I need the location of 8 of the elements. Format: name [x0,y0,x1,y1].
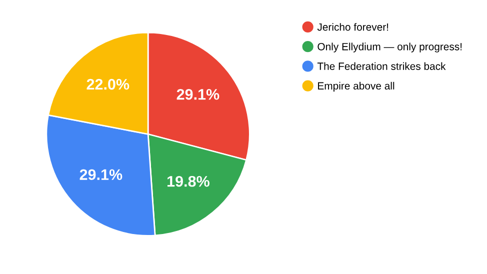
legend-label: Jericho forever! [317,23,388,31]
data-label: 29.1% [80,169,122,180]
data-label: 29.1% [176,88,220,100]
legend-label: Empire above all [318,82,394,92]
legend-label: The Federation strikes back [317,62,446,70]
data-label: 19.8% [168,176,210,187]
data-label: 22.0% [86,78,130,90]
legend-label: Only Ellydium — only progress! [318,42,462,52]
